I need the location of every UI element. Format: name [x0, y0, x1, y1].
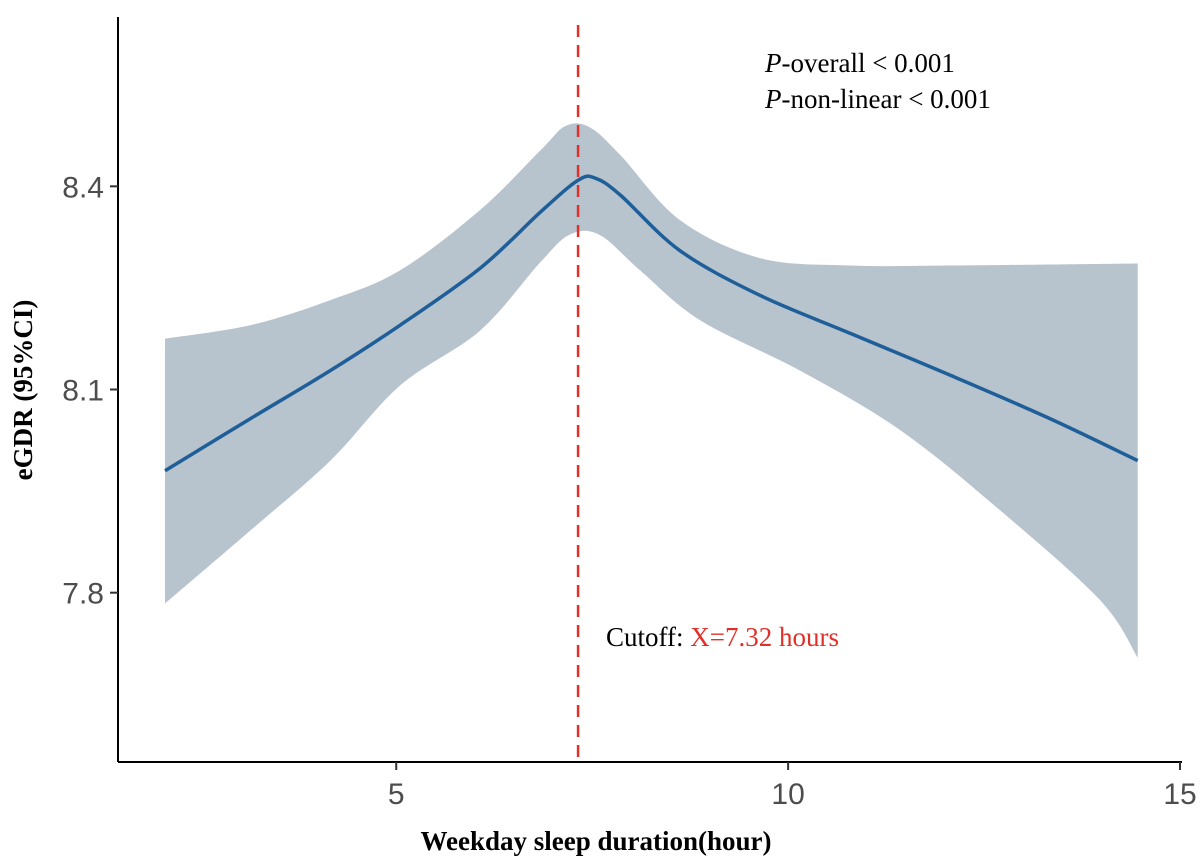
- x-tick-label: 15: [1163, 778, 1196, 811]
- series-line: [164, 174, 1139, 473]
- confidence-band: [165, 123, 1138, 658]
- y-tick-label: 7.8: [62, 578, 104, 611]
- y-axis-label: eGDR (95%CI): [8, 300, 38, 481]
- x-tick-label: 5: [388, 778, 405, 811]
- y-tick-label: 8.1: [62, 375, 104, 408]
- x-axis-label: Weekday sleep duration(hour): [420, 826, 771, 856]
- y-tick-label: 8.4: [62, 171, 104, 204]
- x-tick-label: 10: [771, 778, 804, 811]
- p-nonlinear-annotation: P-non-linear < 0.001: [764, 84, 991, 114]
- p-overall-annotation: P-overall < 0.001: [764, 48, 955, 78]
- cutoff-annotation: Cutoff: X=7.32 hours: [606, 622, 839, 652]
